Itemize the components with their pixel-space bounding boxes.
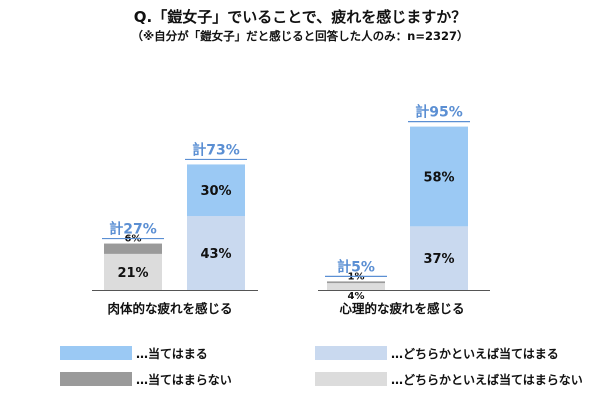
segment-value-label: 4% — [348, 291, 365, 302]
bar-segment — [187, 164, 245, 217]
chart-title: Q.「鎧女子」でいることで、疲れを感じますか？ — [133, 8, 467, 26]
segment-value-label: 21% — [117, 266, 148, 281]
category-label: 心理的な疲れを感じる — [339, 301, 464, 316]
bar-segment — [187, 216, 245, 290]
chart-legend: …当てはまる …どちらかといえば当てはまる …当てはまらない …どちらかといえば当ては… — [60, 344, 583, 394]
legend-label: …当てはまらない — [136, 372, 232, 387]
legend-label: …当てはまる — [136, 346, 208, 361]
bar-segment — [104, 243, 162, 254]
legend-swatch — [60, 372, 132, 386]
segment-value-label: 37% — [423, 252, 454, 267]
bar-segment — [104, 253, 162, 290]
segment-value-label: 30% — [200, 184, 231, 199]
legend-label: …どちらかといえば当てはまる — [391, 346, 559, 361]
legend-item: …どちらかといえば当てはまらない — [315, 370, 583, 388]
bar-segment — [327, 283, 385, 290]
bar-segment — [410, 126, 468, 227]
bar-total-label: 計5% — [337, 258, 375, 275]
legend-label: …どちらかといえば当てはまらない — [391, 372, 583, 387]
bar-total-label: 計27% — [109, 221, 157, 238]
category-label: 肉体的な疲れを感じる — [107, 301, 232, 316]
legend-swatch — [315, 372, 387, 386]
legend-item: …当てはまる — [60, 344, 208, 362]
bar-segment — [410, 226, 468, 290]
bar-total-label: 計73% — [192, 141, 240, 158]
legend-swatch — [60, 346, 132, 360]
bar-segment — [327, 281, 385, 284]
bar-total-label: 計95% — [415, 104, 463, 121]
chart-subtitle: （※自分が「鎧女子」だと感じると回答した人のみ：n=2327） — [131, 29, 469, 43]
legend-item: …どちらかといえば当てはまる — [315, 344, 559, 362]
segment-value-label: 43% — [200, 247, 231, 262]
legend-item: …当てはまらない — [60, 370, 232, 388]
segment-value-label: 58% — [423, 170, 454, 185]
legend-swatch — [315, 346, 387, 360]
